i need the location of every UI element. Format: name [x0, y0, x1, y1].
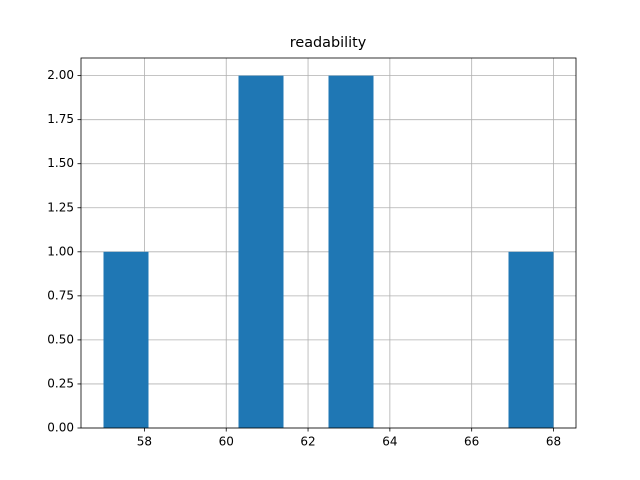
chart-title: readability	[290, 35, 367, 51]
y-tick-label: 0.75	[47, 288, 74, 302]
y-tick-label: 1.50	[47, 156, 74, 170]
y-tick-label: 0.25	[47, 376, 74, 390]
x-tick-label: 68	[546, 435, 561, 449]
x-tick-label: 60	[219, 435, 234, 449]
x-tick-label: 58	[137, 435, 152, 449]
x-tick-label: 62	[300, 435, 315, 449]
y-tick-label: 2.00	[47, 68, 74, 82]
plot-frame	[80, 57, 577, 429]
bar	[508, 251, 554, 428]
y-tick-label: 1.75	[47, 112, 74, 126]
x-tick-label: 66	[464, 435, 479, 449]
y-tick-label: 0.50	[47, 332, 74, 346]
y-tick-label: 1.00	[47, 244, 74, 258]
bar	[328, 75, 374, 428]
x-tick-label: 64	[382, 435, 397, 449]
y-tick-label: 1.25	[47, 200, 74, 214]
y-tick-label: 0.00	[47, 421, 74, 435]
bar	[103, 251, 149, 428]
bar	[238, 75, 284, 428]
